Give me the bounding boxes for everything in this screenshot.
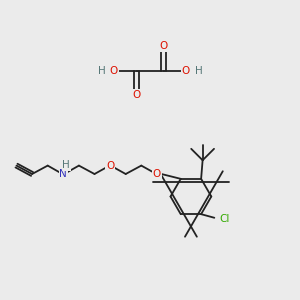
Text: N: N [59, 169, 67, 179]
Text: H: H [98, 65, 105, 76]
Text: O: O [106, 160, 114, 171]
Text: H: H [62, 160, 70, 170]
Text: H: H [195, 65, 203, 76]
Text: O: O [110, 65, 118, 76]
Text: O: O [132, 90, 141, 100]
Text: O: O [159, 41, 168, 51]
Text: Cl: Cl [219, 214, 230, 224]
Text: O: O [153, 169, 161, 179]
Text: O: O [182, 65, 190, 76]
